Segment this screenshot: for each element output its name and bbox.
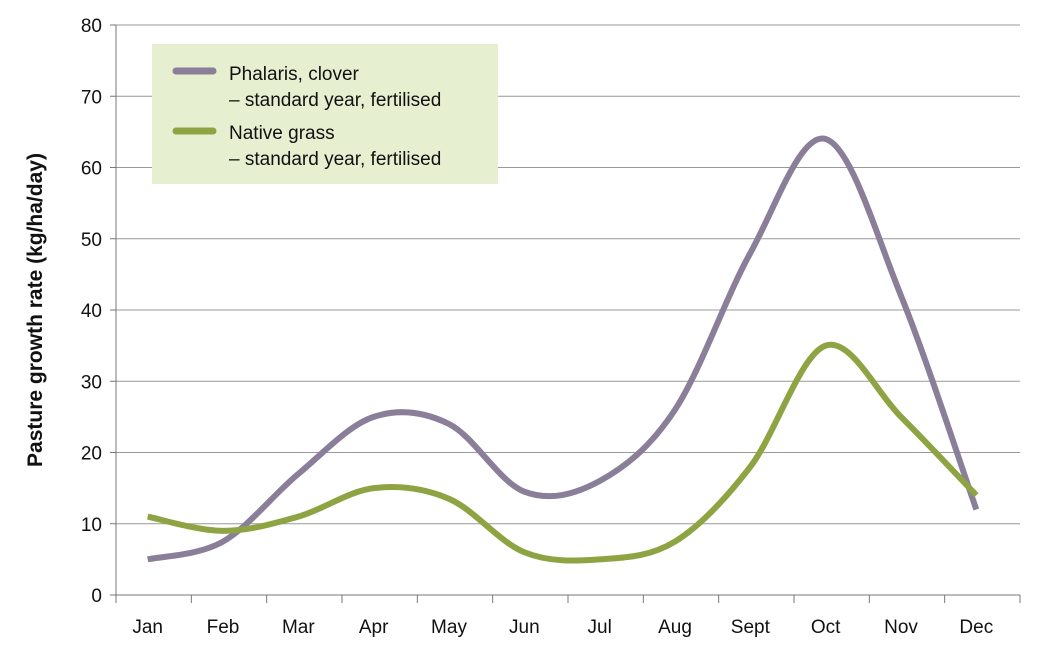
y-tick-label: 50 bbox=[81, 230, 102, 251]
x-tick-label: Oct bbox=[811, 617, 841, 638]
x-tick-label: Sept bbox=[731, 617, 771, 638]
legend-label-phalaris-sub: – standard year, fertilised bbox=[229, 90, 441, 111]
x-tick-label: Jul bbox=[588, 617, 612, 638]
y-axis-label: Pasture growth rate (kg/ha/day) bbox=[24, 153, 47, 467]
y-tick-label: 70 bbox=[81, 87, 102, 108]
x-tick-label: Nov bbox=[884, 617, 918, 638]
y-tick-label: 0 bbox=[91, 586, 102, 607]
y-tick-label: 40 bbox=[81, 301, 102, 322]
y-tick-label: 80 bbox=[81, 16, 102, 37]
y-axis-ticks: 0 10 20 30 40 50 60 70 80 bbox=[81, 16, 116, 607]
series-line-phalaris bbox=[148, 139, 977, 560]
x-tick-label: Dec bbox=[959, 617, 993, 638]
y-tick-label: 20 bbox=[81, 444, 102, 465]
legend-label-native-sub: – standard year, fertilised bbox=[229, 149, 441, 170]
series-lines bbox=[148, 139, 977, 561]
y-tick-label: 60 bbox=[81, 159, 102, 180]
x-tick-label: Mar bbox=[282, 617, 315, 638]
x-tick-label: May bbox=[431, 617, 467, 638]
legend-label-phalaris: Phalaris, clover bbox=[229, 64, 360, 85]
y-tick-label: 30 bbox=[81, 372, 102, 393]
x-tick-label: Apr bbox=[359, 617, 389, 638]
x-tick-label: Jun bbox=[509, 617, 540, 638]
x-tick-label: Feb bbox=[207, 617, 240, 638]
x-tick-label: Jan bbox=[132, 617, 163, 638]
x-tick-label: Aug bbox=[658, 617, 692, 638]
legend: Phalaris, clover – standard year, fertil… bbox=[152, 44, 498, 184]
y-tick-label: 10 bbox=[81, 515, 102, 536]
legend-label-native: Native grass bbox=[229, 123, 335, 144]
x-axis: Jan Feb Mar Apr May Jun Jul Aug Sept Oct Nov Dec bbox=[116, 595, 1020, 638]
